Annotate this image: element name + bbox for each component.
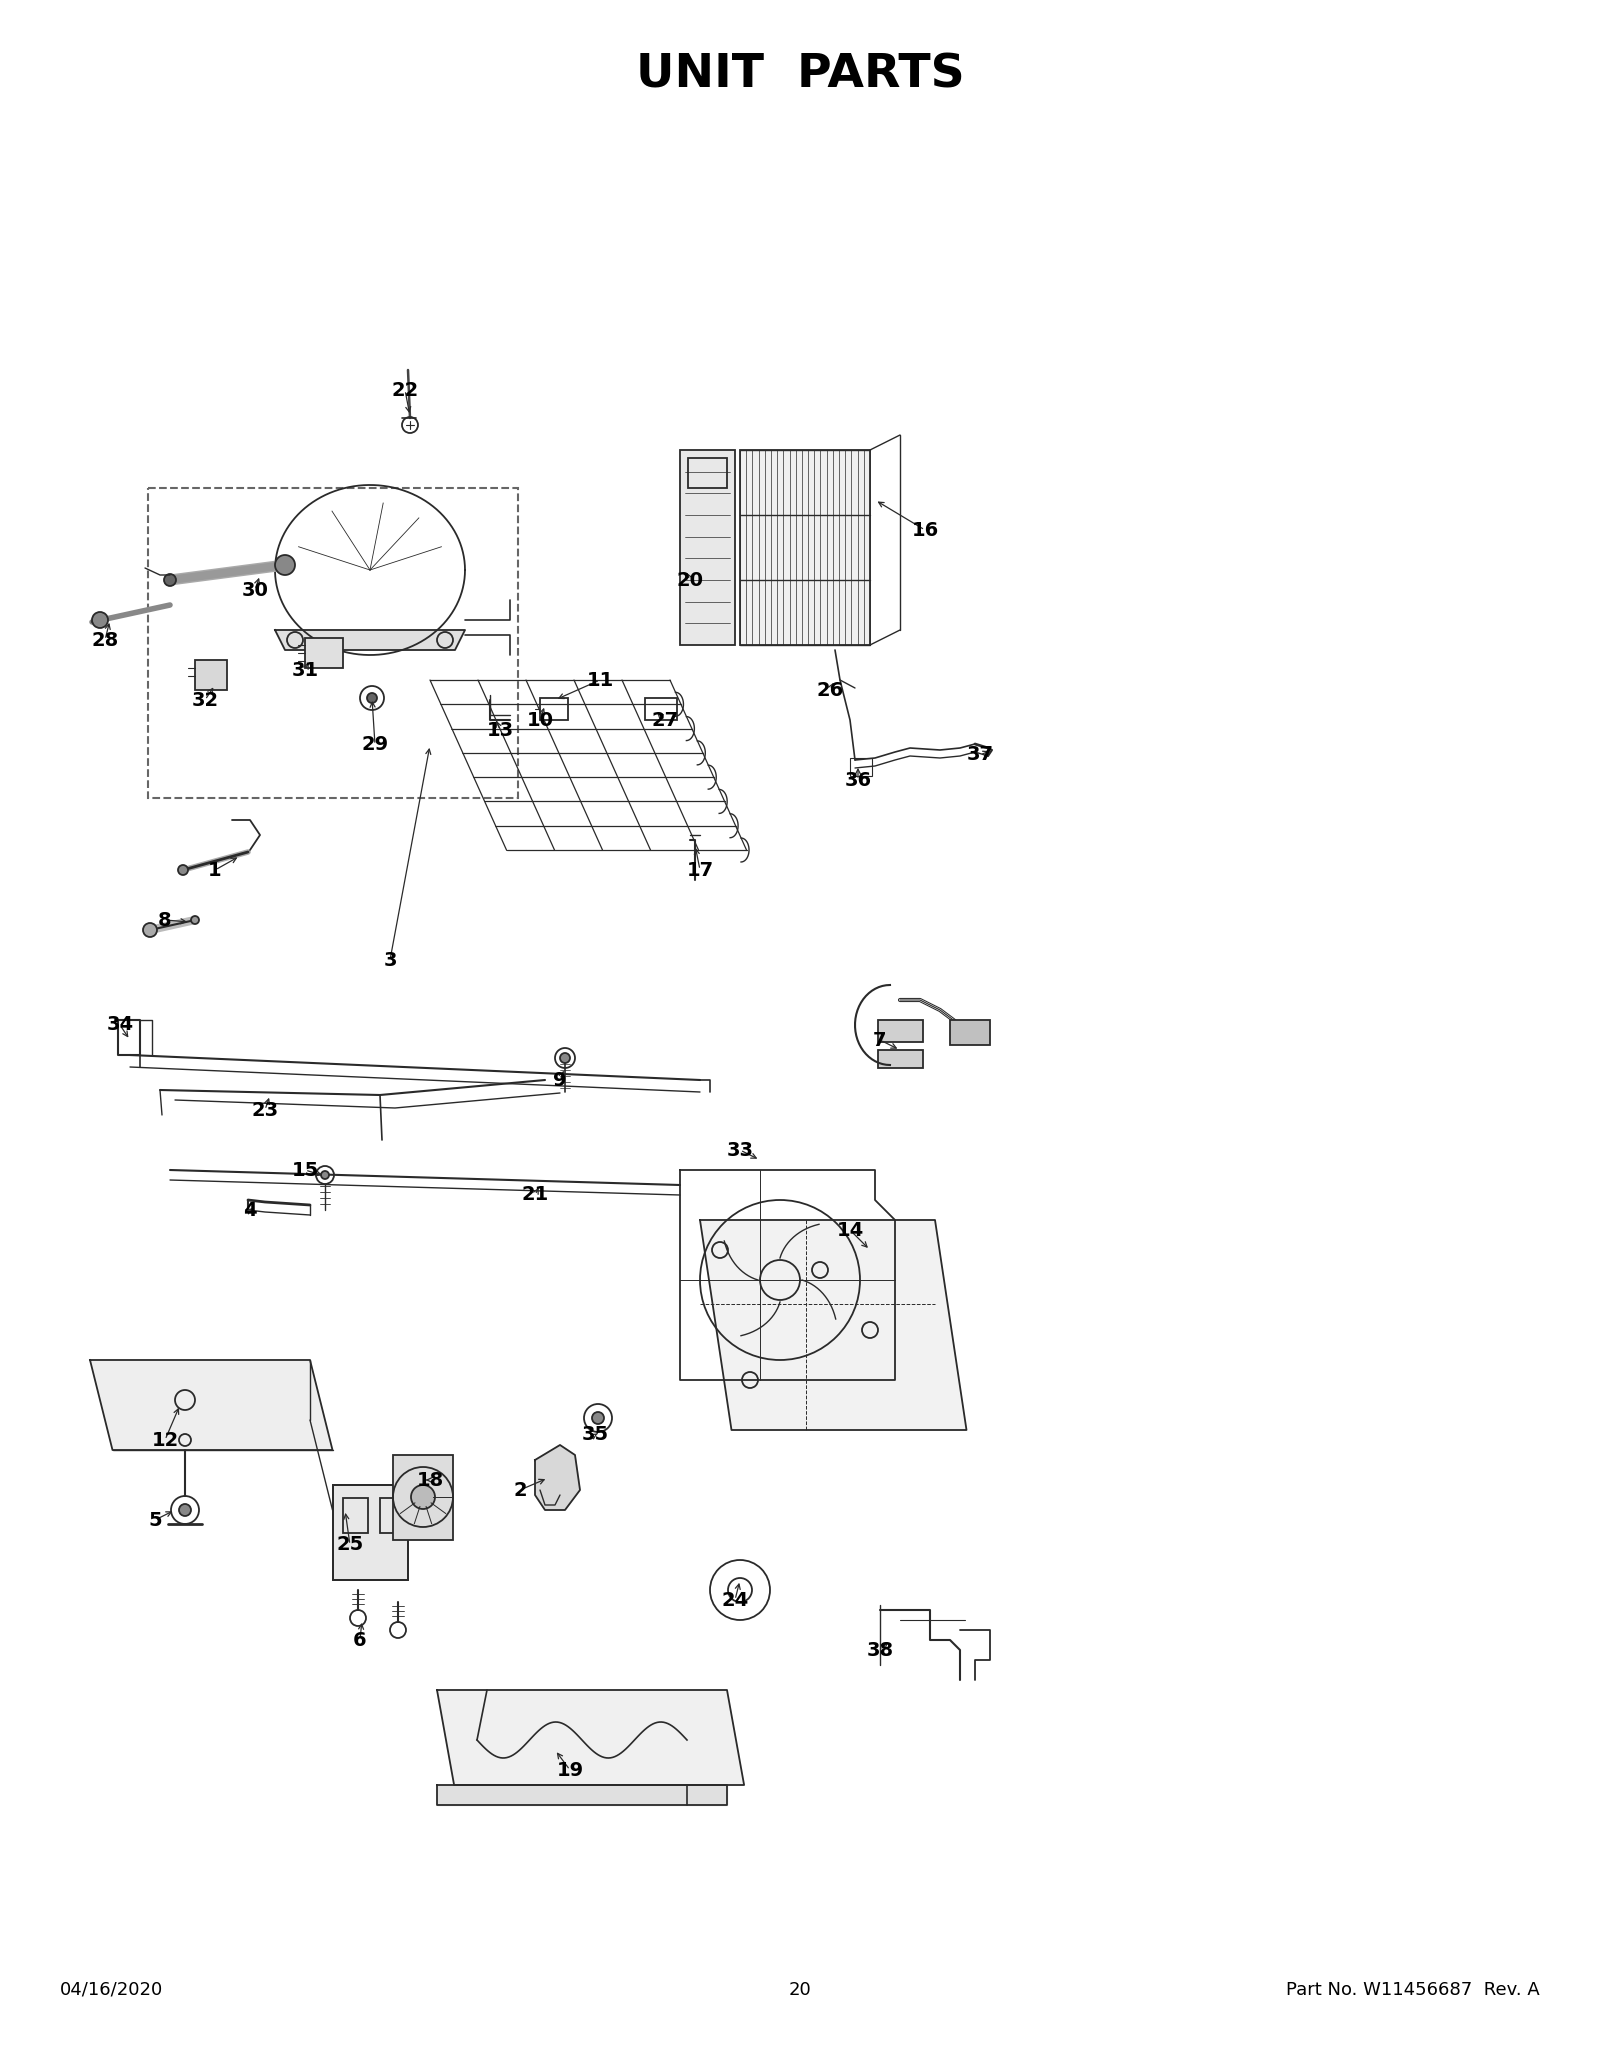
Text: 04/16/2020: 04/16/2020 <box>61 1981 163 2000</box>
Bar <box>739 449 870 646</box>
Text: UNIT  PARTS: UNIT PARTS <box>635 52 965 97</box>
Text: 36: 36 <box>845 770 872 789</box>
Text: 6: 6 <box>354 1631 366 1650</box>
Text: 9: 9 <box>554 1070 566 1089</box>
Text: 3: 3 <box>384 950 397 969</box>
Text: 31: 31 <box>291 660 318 679</box>
Text: 25: 25 <box>336 1536 363 1555</box>
Circle shape <box>190 917 198 923</box>
Text: 30: 30 <box>242 580 269 600</box>
Bar <box>394 1455 453 1540</box>
Polygon shape <box>90 1360 333 1449</box>
Bar <box>342 1499 368 1534</box>
Bar <box>333 1484 408 1579</box>
Bar <box>688 457 726 489</box>
Text: 16: 16 <box>912 520 939 540</box>
Text: 1: 1 <box>208 861 222 880</box>
Polygon shape <box>437 1784 726 1805</box>
Circle shape <box>178 865 189 876</box>
Text: 18: 18 <box>416 1470 443 1490</box>
Bar <box>950 1021 990 1045</box>
Bar <box>306 638 342 669</box>
Text: Part No. W11456687  Rev. A: Part No. W11456687 Rev. A <box>1286 1981 1539 2000</box>
Bar <box>541 698 568 720</box>
Text: 38: 38 <box>867 1642 893 1660</box>
Polygon shape <box>701 1219 966 1430</box>
Text: 13: 13 <box>486 720 514 739</box>
Text: 11: 11 <box>586 671 614 689</box>
Bar <box>645 698 677 720</box>
Text: 26: 26 <box>816 681 843 700</box>
Bar <box>878 1021 923 1041</box>
Circle shape <box>275 555 294 575</box>
Text: 37: 37 <box>966 745 994 764</box>
Text: 23: 23 <box>251 1101 278 1120</box>
Text: 20: 20 <box>789 1981 811 2000</box>
Circle shape <box>411 1484 435 1509</box>
Bar <box>878 1049 923 1068</box>
Text: 27: 27 <box>651 710 678 729</box>
Text: 35: 35 <box>581 1426 608 1445</box>
Text: 17: 17 <box>686 861 714 880</box>
Bar <box>195 660 227 689</box>
Text: 34: 34 <box>107 1016 133 1035</box>
Text: 10: 10 <box>526 710 554 729</box>
Text: 4: 4 <box>243 1201 258 1219</box>
Text: 19: 19 <box>557 1760 584 1780</box>
Circle shape <box>179 1505 190 1515</box>
Bar <box>333 1484 408 1579</box>
Text: 7: 7 <box>874 1031 886 1049</box>
Text: 5: 5 <box>149 1511 162 1530</box>
Circle shape <box>93 613 109 627</box>
Text: 15: 15 <box>291 1161 318 1180</box>
Text: 22: 22 <box>392 381 419 400</box>
Circle shape <box>366 693 378 704</box>
Text: 20: 20 <box>677 571 704 590</box>
Bar <box>381 1499 400 1534</box>
Circle shape <box>165 573 176 586</box>
Text: 29: 29 <box>362 735 389 753</box>
Text: 28: 28 <box>91 631 118 650</box>
Text: 32: 32 <box>192 691 219 710</box>
Text: 12: 12 <box>152 1430 179 1449</box>
Polygon shape <box>275 629 466 650</box>
Circle shape <box>322 1172 330 1180</box>
Circle shape <box>560 1054 570 1064</box>
Polygon shape <box>437 1689 744 1784</box>
Text: 2: 2 <box>514 1480 526 1499</box>
Text: 14: 14 <box>837 1221 864 1240</box>
Polygon shape <box>534 1445 579 1509</box>
Text: 21: 21 <box>522 1186 549 1205</box>
Bar <box>680 449 734 646</box>
Text: 24: 24 <box>722 1590 749 1610</box>
Text: 8: 8 <box>158 911 171 929</box>
Circle shape <box>142 923 157 938</box>
Bar <box>850 758 872 776</box>
Text: 33: 33 <box>726 1141 754 1159</box>
Circle shape <box>592 1412 605 1424</box>
